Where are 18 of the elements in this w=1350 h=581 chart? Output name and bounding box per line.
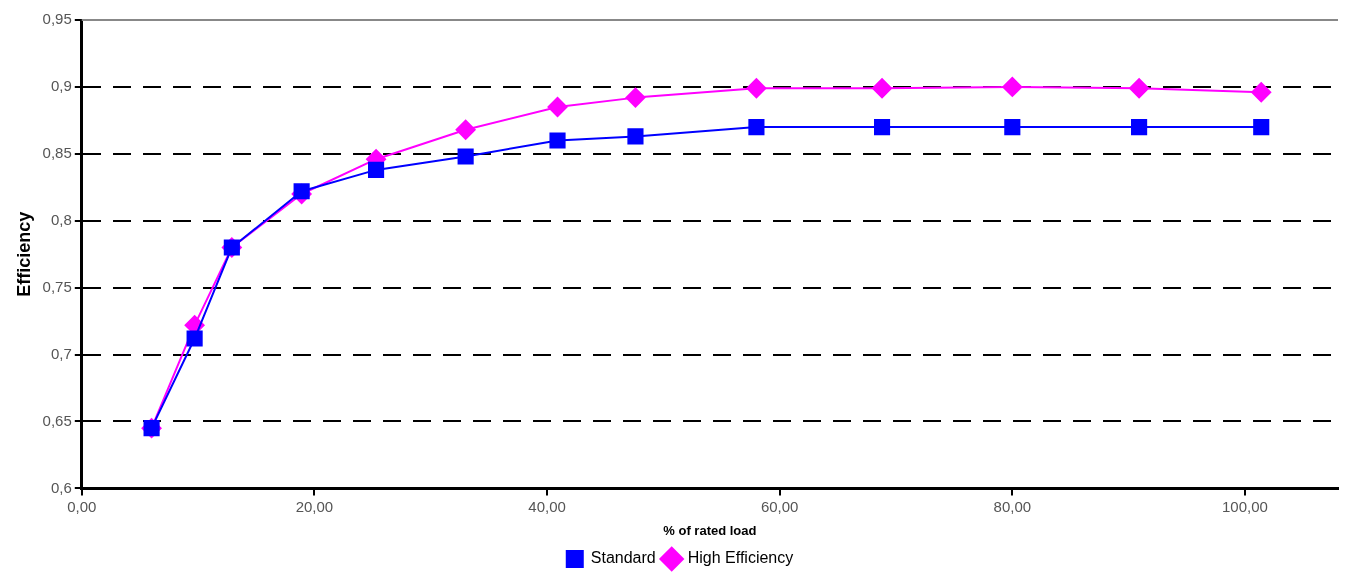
y-tick-label: 0,75 (42, 277, 72, 295)
x-tick-label: 40,00 (528, 497, 566, 515)
x-tick-label: 100,00 (1222, 497, 1268, 515)
y-tick-label: 0,85 (42, 143, 72, 161)
y-tick-label: 0,8 (50, 210, 72, 228)
y-tick-label: 0,9 (50, 77, 72, 95)
y-tick-label: 0,6 (50, 478, 72, 496)
x-axis-title: % of rated load (663, 522, 757, 538)
legend-label: Standard (590, 549, 656, 567)
y-tick-label: 0,7 (50, 344, 72, 362)
y-tick-label: 0,65 (42, 411, 72, 429)
x-tick-label: 0,00 (67, 497, 97, 515)
x-tick-label: 80,00 (993, 497, 1032, 515)
x-tick-label: 60,00 (760, 497, 799, 515)
legend-label: High Efficiency (687, 549, 794, 567)
y-axis-title: Efficiency (13, 211, 34, 297)
y-tick-label: 0,95 (42, 10, 72, 28)
x-tick-label: 20,00 (295, 497, 334, 515)
